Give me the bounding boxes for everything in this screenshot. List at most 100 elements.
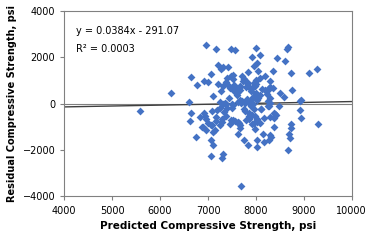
- Point: [242, 101, 248, 105]
- Text: R² = 0.0003: R² = 0.0003: [76, 44, 135, 54]
- Point: [262, 74, 268, 78]
- Point: [251, 64, 257, 68]
- Point: [315, 122, 321, 125]
- Point: [223, 103, 229, 106]
- Point: [249, 97, 255, 100]
- Point: [220, 152, 226, 156]
- Point: [229, 106, 235, 109]
- Point: [208, 138, 214, 142]
- Point: [255, 96, 261, 99]
- Point: [241, 138, 247, 142]
- Point: [233, 86, 239, 90]
- Point: [234, 93, 240, 96]
- Y-axis label: Residual Compressive Strength, psi: Residual Compressive Strength, psi: [7, 5, 17, 202]
- Point: [257, 54, 263, 57]
- Point: [252, 94, 258, 97]
- Point: [203, 117, 209, 120]
- Point: [297, 108, 303, 112]
- Point: [248, 114, 254, 117]
- Point: [252, 127, 258, 131]
- Point: [267, 116, 273, 119]
- Point: [254, 98, 260, 102]
- Point: [287, 136, 293, 140]
- Point: [229, 102, 235, 106]
- Point: [246, 111, 252, 115]
- Point: [209, 123, 215, 127]
- Point: [250, 85, 256, 89]
- Point: [257, 93, 263, 97]
- Point: [234, 90, 240, 94]
- Point: [246, 114, 252, 118]
- Point: [228, 74, 234, 78]
- Point: [227, 122, 233, 125]
- Point: [273, 114, 279, 117]
- Point: [272, 112, 278, 116]
- Point: [249, 55, 255, 59]
- Point: [240, 79, 246, 83]
- Point: [210, 94, 216, 98]
- Point: [220, 84, 226, 88]
- Point: [212, 128, 218, 132]
- Point: [230, 89, 236, 93]
- Point: [238, 101, 244, 105]
- Point: [258, 107, 264, 111]
- Point: [208, 154, 214, 158]
- Text: y = 0.0384x - 291.07: y = 0.0384x - 291.07: [76, 26, 179, 36]
- Point: [281, 95, 287, 99]
- Point: [257, 76, 263, 80]
- Point: [224, 76, 230, 79]
- Point: [236, 121, 242, 125]
- Point: [265, 99, 271, 103]
- Point: [213, 119, 219, 123]
- Point: [231, 83, 237, 87]
- Point: [199, 125, 205, 129]
- Point: [205, 121, 211, 124]
- Point: [255, 69, 261, 73]
- Point: [262, 88, 268, 92]
- Point: [243, 118, 249, 122]
- Point: [218, 89, 224, 93]
- Point: [251, 107, 257, 110]
- Point: [250, 95, 256, 99]
- Point: [215, 63, 221, 67]
- Point: [246, 85, 252, 89]
- Point: [194, 83, 200, 87]
- Point: [267, 96, 273, 100]
- Point: [245, 81, 251, 85]
- Point: [224, 106, 230, 110]
- Point: [225, 65, 231, 69]
- Point: [254, 120, 260, 124]
- Point: [193, 135, 199, 139]
- Point: [238, 184, 244, 188]
- Point: [285, 45, 291, 49]
- Point: [251, 121, 257, 125]
- Point: [201, 111, 207, 115]
- Point: [203, 128, 209, 132]
- Point: [237, 98, 243, 102]
- Point: [213, 48, 219, 51]
- Point: [248, 89, 254, 92]
- Point: [229, 47, 234, 51]
- Point: [250, 102, 256, 106]
- Point: [260, 132, 266, 136]
- Point: [241, 77, 247, 81]
- Point: [288, 122, 294, 126]
- Point: [242, 109, 248, 113]
- Point: [261, 140, 267, 144]
- Point: [236, 122, 242, 126]
- Point: [289, 88, 295, 91]
- Point: [271, 111, 277, 115]
- Point: [253, 82, 259, 85]
- Point: [267, 79, 273, 83]
- Point: [268, 135, 274, 139]
- Point: [239, 74, 245, 78]
- Point: [267, 133, 273, 137]
- Point: [246, 100, 252, 104]
- Point: [254, 138, 260, 142]
- Point: [277, 91, 283, 94]
- Point: [261, 117, 267, 120]
- Point: [219, 156, 225, 160]
- Point: [253, 91, 259, 95]
- Point: [209, 109, 215, 113]
- Point: [258, 107, 264, 110]
